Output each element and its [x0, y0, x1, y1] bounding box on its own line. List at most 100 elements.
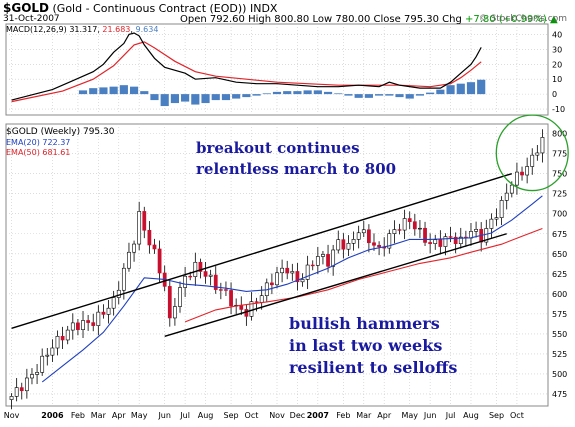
candle-body — [290, 271, 295, 274]
annotation-breakout: breakout continues relentless march to 8… — [196, 138, 396, 180]
candle-body — [407, 218, 412, 222]
candle-body — [35, 372, 39, 375]
candle-body — [361, 229, 366, 234]
candle-body — [132, 243, 136, 253]
close-label: Close — [373, 14, 401, 25]
candle-body — [121, 267, 126, 291]
macd-y-tick-label: 0 — [552, 90, 557, 99]
candle-body — [193, 261, 198, 277]
price-legend-title: $GOLD (Weekly) 795.30 — [6, 127, 114, 137]
macd-histogram-bar — [293, 91, 302, 95]
annotation-hammers-line3: resilient to selloffs — [289, 358, 458, 377]
candle-body — [86, 320, 91, 323]
ema20-legend: EMA(20) 722.37 — [6, 138, 70, 147]
x-tick-label: Feb — [336, 411, 350, 420]
x-tick-label: Nov — [269, 411, 285, 420]
chg-value: +7.80 (+0.99%) — [465, 14, 547, 25]
ohlc-readout: Open 792.60 High 800.80 Low 780.00 Close… — [180, 14, 558, 25]
candle-body — [275, 272, 279, 286]
macd-histogram-bar — [78, 90, 88, 95]
macd-histogram-bar — [150, 94, 159, 101]
candle-body — [178, 287, 182, 307]
candle-body — [157, 248, 162, 274]
price-y-tick-label: 525 — [552, 350, 567, 359]
candle-body — [489, 218, 494, 229]
x-tick-label: Aug — [198, 411, 214, 420]
candle-body — [367, 229, 371, 244]
candle-body — [458, 236, 463, 245]
macd-histogram-bar — [252, 94, 261, 96]
candle-body — [19, 387, 24, 392]
price-y-tick-label: 800 — [552, 130, 567, 139]
price-y-tick-label: 650 — [552, 250, 567, 259]
candle-body — [167, 286, 172, 319]
candle-body — [315, 256, 320, 266]
candle-body — [259, 295, 264, 303]
x-tick-label: Feb — [71, 411, 85, 420]
candle-body — [520, 171, 524, 176]
macd-legend-name: MACD(12,26,9) — [6, 25, 67, 34]
macd-histogram-bar — [334, 93, 343, 95]
up-arrow-icon: ▲ — [549, 14, 558, 25]
candle-body — [438, 239, 443, 247]
candle-body — [173, 306, 177, 319]
candle-body — [229, 290, 233, 307]
x-tick-label: Jul — [179, 411, 190, 420]
price-y-tick-label: 725 — [552, 190, 567, 199]
candle-body — [91, 322, 96, 326]
candle-body — [295, 271, 300, 283]
candle-body — [535, 152, 540, 156]
price-y-tick-label: 475 — [552, 390, 567, 399]
candle-body — [183, 275, 187, 288]
price-y-tick-label: 675 — [552, 230, 567, 239]
candle-body — [70, 322, 75, 331]
candle-body — [515, 171, 519, 186]
x-tick-label: Oct — [245, 411, 259, 420]
x-tick-label: Jun — [157, 411, 171, 420]
macd-histogram-bar — [303, 90, 312, 95]
open-value: 792.60 — [209, 14, 245, 25]
ema50-line — [184, 227, 543, 323]
candle-body — [346, 243, 351, 250]
candle-body — [418, 227, 422, 230]
candle-body — [377, 244, 381, 248]
candle-body — [249, 301, 254, 317]
chg-label: Chg — [442, 14, 462, 25]
candle-body — [76, 322, 80, 330]
chart-date: 31-Oct-2007 — [3, 14, 60, 24]
candle-body — [65, 329, 70, 341]
low-value: 780.00 — [335, 14, 371, 25]
candle-body — [198, 261, 203, 272]
candle-body — [111, 297, 116, 309]
candle-body — [101, 311, 106, 315]
candle-body — [540, 137, 545, 154]
candle-body — [499, 200, 504, 218]
macd-histogram-bar — [201, 94, 210, 104]
macd-legend: MACD(12,26,9) 31.317, 21.683, 9.634 — [6, 25, 159, 34]
macd-legend-signal: 21.683 — [102, 25, 131, 34]
candle-body — [127, 251, 131, 269]
candle-body — [453, 236, 458, 245]
macd-y-tick-label: 40 — [552, 30, 562, 39]
ema20-legend-label: EMA(20) — [6, 138, 40, 147]
macd-signal-line — [11, 41, 482, 103]
macd-histogram-bar — [395, 94, 404, 98]
candle-body — [152, 244, 157, 250]
macd-histogram-bar — [283, 91, 292, 95]
price-y-tick-label: 500 — [552, 370, 567, 379]
macd-histogram-bar — [160, 94, 169, 107]
candle-body — [142, 211, 147, 231]
macd-histogram-bar — [375, 94, 384, 96]
macd-histogram-bar — [446, 85, 455, 95]
candle-body — [392, 229, 397, 234]
price-y-tick-label: 750 — [552, 170, 567, 179]
macd-histogram-bar — [242, 94, 251, 98]
candle-body — [509, 184, 514, 194]
macd-histogram-bar — [436, 89, 445, 95]
x-tick-label: Dec — [290, 411, 305, 420]
candle-body — [280, 267, 284, 274]
macd-histogram-bar — [344, 94, 353, 96]
candle-body — [106, 307, 111, 315]
candle-body — [397, 229, 402, 231]
